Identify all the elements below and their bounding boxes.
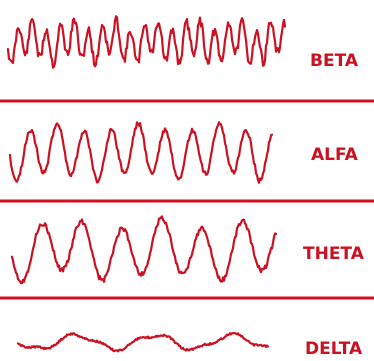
theta-label: THETA <box>303 244 365 264</box>
beta-wave-trace <box>6 15 287 69</box>
alfa-wave-trace <box>8 121 274 184</box>
delta-wave-trace <box>16 331 270 353</box>
beta-label: BETA <box>310 51 359 71</box>
theta-wave-trace <box>10 215 278 285</box>
alfa-label: ALFA <box>311 145 359 165</box>
delta-label: DELTA <box>305 339 363 359</box>
